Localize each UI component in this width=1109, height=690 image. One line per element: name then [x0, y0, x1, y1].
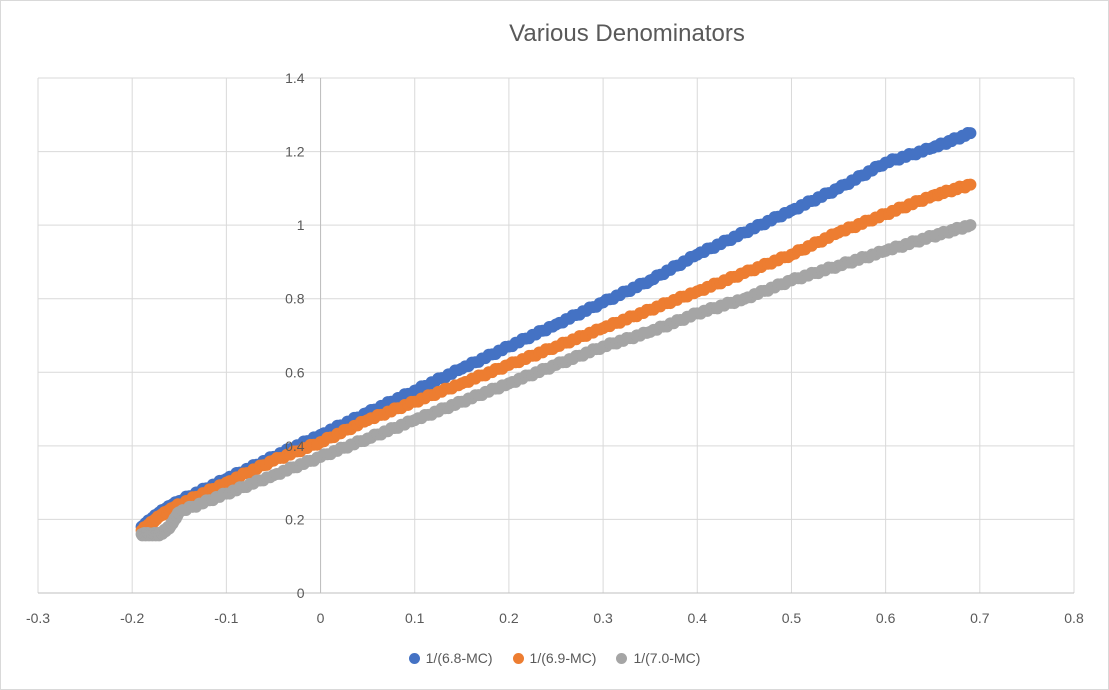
legend: 1/(6.8-MC) 1/(6.9-MC) 1/(7.0-MC) [0, 650, 1109, 666]
series-points [135, 127, 977, 542]
x-tick-label: -0.3 [26, 610, 50, 626]
legend-swatch-2 [512, 652, 524, 664]
y-tick-label: 0.8 [285, 291, 305, 307]
x-tick-label: 0.6 [876, 610, 896, 626]
legend-label-3: 1/(7.0-MC) [633, 650, 701, 666]
x-tick-label: -0.2 [120, 610, 144, 626]
data-point [961, 178, 974, 191]
x-tick-label: 0.4 [688, 610, 708, 626]
legend-label-1: 1/(6.8-MC) [425, 650, 493, 666]
y-tick-label: 1.4 [285, 70, 305, 86]
legend-item-series-2: 1/(6.9-MC) [512, 650, 597, 666]
y-tick-label: 0.6 [285, 364, 305, 380]
y-tick-label: 0.2 [285, 511, 305, 527]
series-3 [135, 219, 977, 542]
legend-label-2: 1/(6.9-MC) [529, 650, 597, 666]
x-tick-label: 0.8 [1064, 610, 1084, 626]
data-point [961, 220, 974, 233]
x-tick-label: 0.7 [970, 610, 990, 626]
legend-item-series-3: 1/(7.0-MC) [616, 650, 700, 666]
legend-swatch-1 [408, 652, 420, 664]
x-tick-label: 0.1 [405, 610, 425, 626]
legend-swatch-3 [616, 652, 628, 664]
x-tick-label: 0 [317, 610, 325, 626]
y-tick-label: 1.2 [285, 144, 305, 160]
x-tick-label: 0.5 [782, 610, 802, 626]
x-tick-label: -0.1 [214, 610, 238, 626]
legend-item-series-1: 1/(6.8-MC) [408, 650, 493, 666]
x-tick-label: 0.3 [593, 610, 613, 626]
x-tick-label: 0.2 [499, 610, 519, 626]
y-tick-label: 1 [297, 217, 305, 233]
chart-title: Various Denominators [509, 20, 745, 47]
axes [38, 78, 1074, 594]
data-point [961, 127, 974, 140]
y-tick-label: 0 [297, 585, 305, 601]
y-tick-label: 0.4 [285, 438, 305, 454]
series-2 [135, 178, 977, 537]
tick-labels: -0.3 -0.2 -0.1 0 0.1 0.2 0.3 0.4 0.5 0.6 0.7 0.8 0 0.… [26, 70, 1084, 626]
